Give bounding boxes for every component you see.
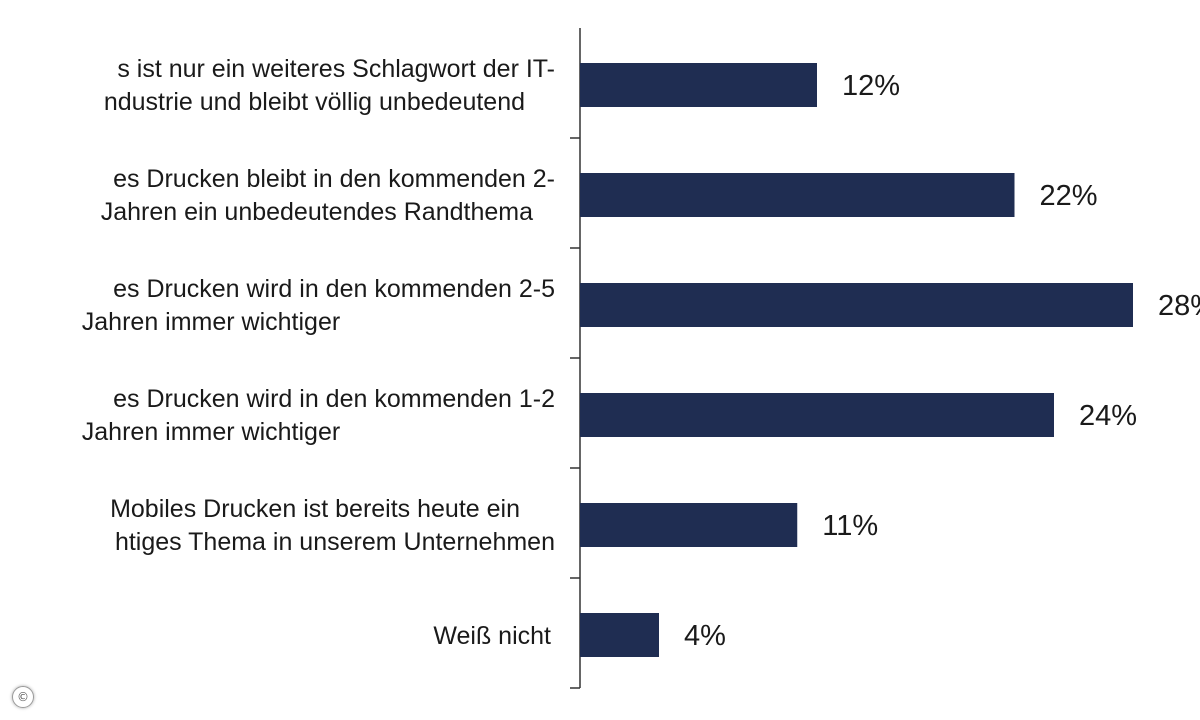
category-label: Weiß nicht <box>433 622 551 650</box>
category-label: es Drucken wird in den kommenden 1-2 <box>113 385 555 413</box>
data-label: 24% <box>1079 400 1137 432</box>
category-label: Jahren ein unbedeutendes Randthema <box>101 198 533 226</box>
bar <box>580 393 1054 437</box>
category-label: es Drucken wird in den kommenden 2-5 <box>113 275 555 303</box>
data-label: 4% <box>684 620 726 652</box>
category-label: Mobiles Drucken ist bereits heute ein <box>110 495 520 523</box>
bar <box>580 613 659 657</box>
copyright-icon: © <box>12 686 34 708</box>
data-label: 12% <box>842 70 900 102</box>
bar <box>580 503 798 547</box>
data-label: 22% <box>1040 180 1098 212</box>
data-label: 11% <box>822 510 878 542</box>
bar <box>580 173 1015 217</box>
category-label: Jahren immer wichtiger <box>82 418 340 446</box>
category-label: es Drucken bleibt in den kommenden 2- <box>113 165 555 193</box>
category-label: s ist nur ein weiteres Schlagwort der IT… <box>117 55 555 83</box>
data-label: 28% <box>1158 290 1200 322</box>
category-label: ndustrie und bleibt völlig unbedeutend <box>104 88 525 116</box>
bar <box>580 283 1133 327</box>
category-label: htiges Thema in unserem Unternehmen <box>115 528 555 556</box>
category-label: Jahren immer wichtiger <box>82 308 340 336</box>
bar <box>580 63 817 107</box>
